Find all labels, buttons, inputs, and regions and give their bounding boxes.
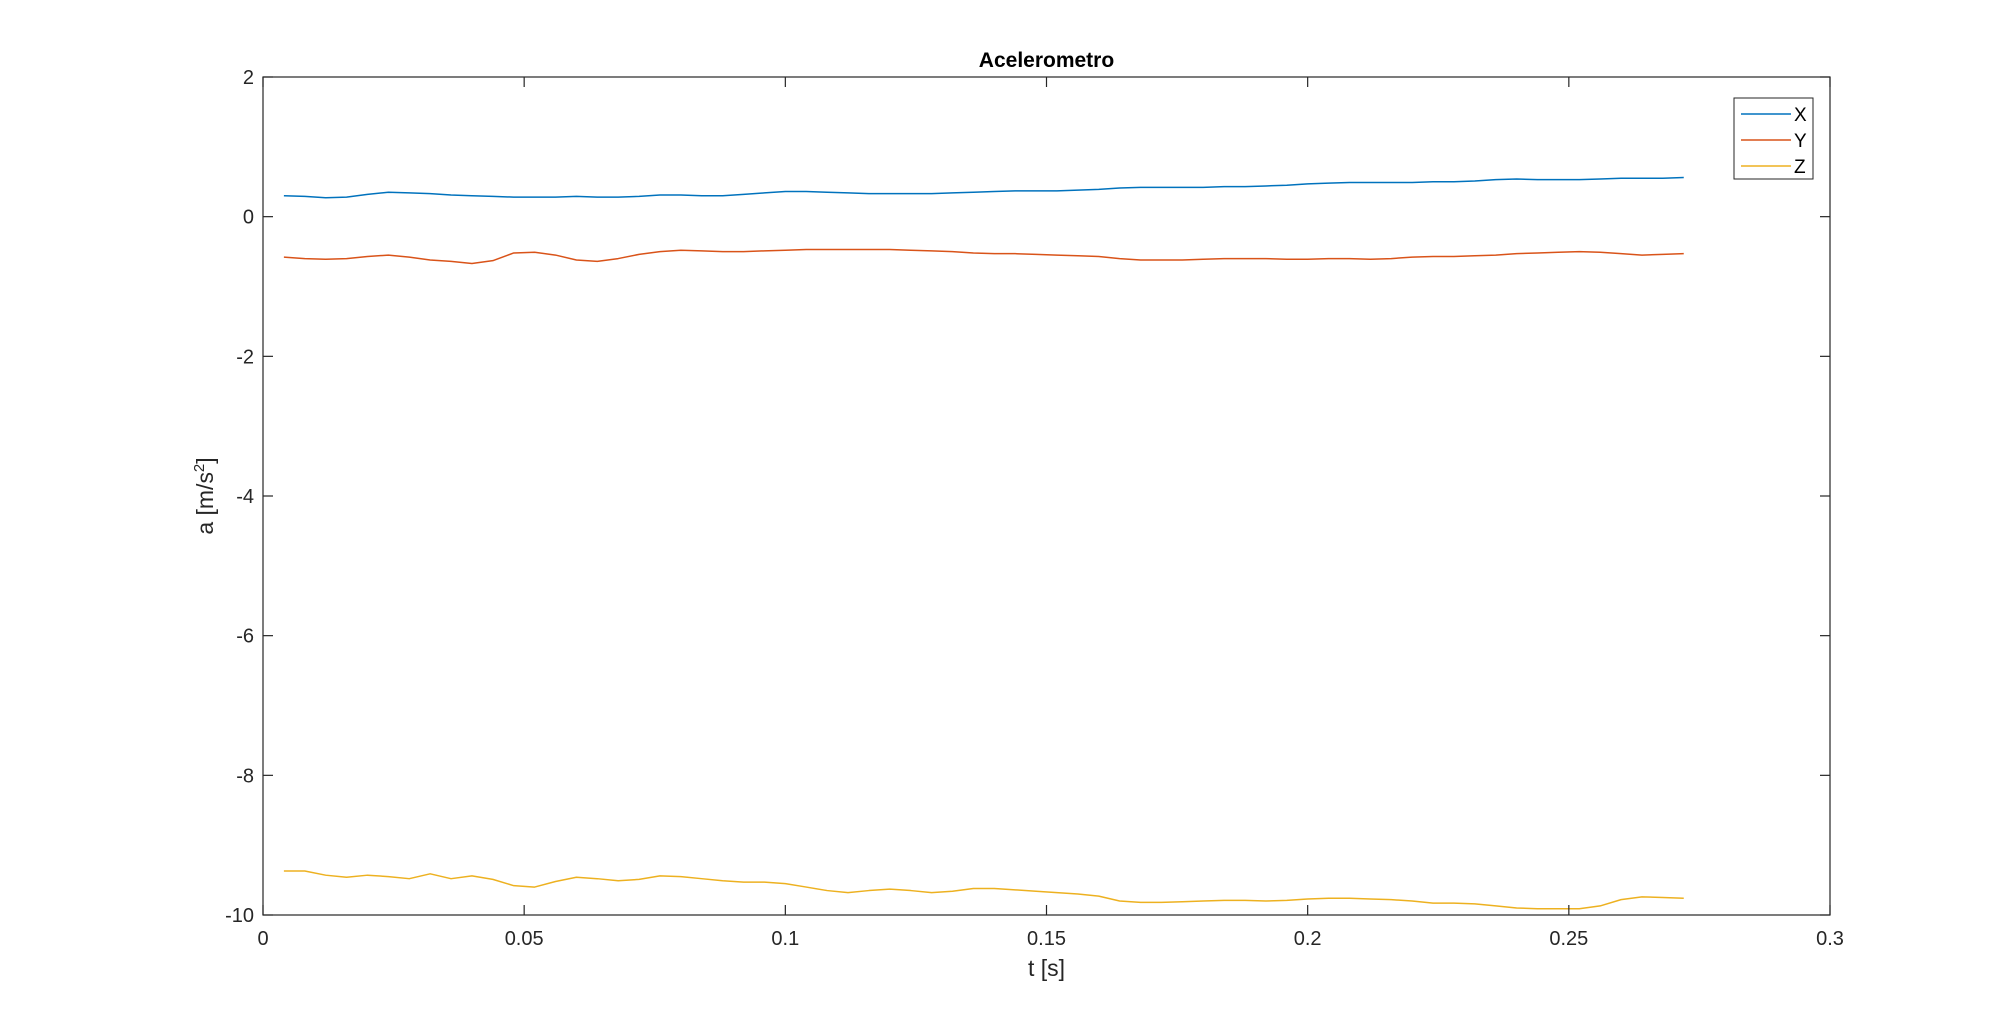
y-tick-label: -8 [236, 765, 254, 787]
x-tick-label: 0.05 [505, 928, 544, 950]
x-tick-label: 0.2 [1294, 928, 1322, 950]
legend-label-y: Y [1794, 131, 1807, 152]
y-tick-label: 2 [243, 67, 254, 89]
legend-label-z: Z [1794, 157, 1806, 178]
series-layer [283, 176, 1684, 910]
series-line-z [283, 870, 1684, 910]
series-line-y [283, 248, 1684, 265]
series-line-x [283, 176, 1684, 199]
y-tick-label: -10 [225, 905, 254, 927]
y-axis-label-base: a [m/s [192, 472, 218, 535]
y-tick-label: -6 [236, 626, 254, 648]
x-tick-label: 0.15 [1027, 928, 1066, 950]
y-axis-label-sup: 2 [191, 464, 208, 472]
x-tick-label: 0 [257, 928, 268, 950]
x-tick-label: 0.25 [1549, 928, 1588, 950]
legend-label-x: X [1794, 105, 1807, 126]
ticks-layer: 0 0.05 0.1 0.15 0.2 0.25 0.3 2 0 -2 -4 -6 -8 -10 [225, 67, 1844, 950]
plot-background [263, 77, 1830, 915]
y-axis-label: a [m/s2] [191, 457, 218, 534]
x-tick-label: 0.3 [1816, 928, 1844, 950]
y-tick-label: -2 [236, 346, 254, 368]
y-axis-label-suffix: ] [192, 457, 218, 463]
plot-area [263, 77, 1830, 915]
chart-title: Acelerometro [979, 49, 1114, 72]
y-tick-label: 0 [243, 207, 254, 229]
legend[interactable]: XYZ [1733, 97, 1814, 180]
y-tick-label: -4 [236, 486, 254, 508]
x-tick-label: 0.1 [771, 928, 799, 950]
x-axis-label: t [s] [1028, 955, 1065, 981]
